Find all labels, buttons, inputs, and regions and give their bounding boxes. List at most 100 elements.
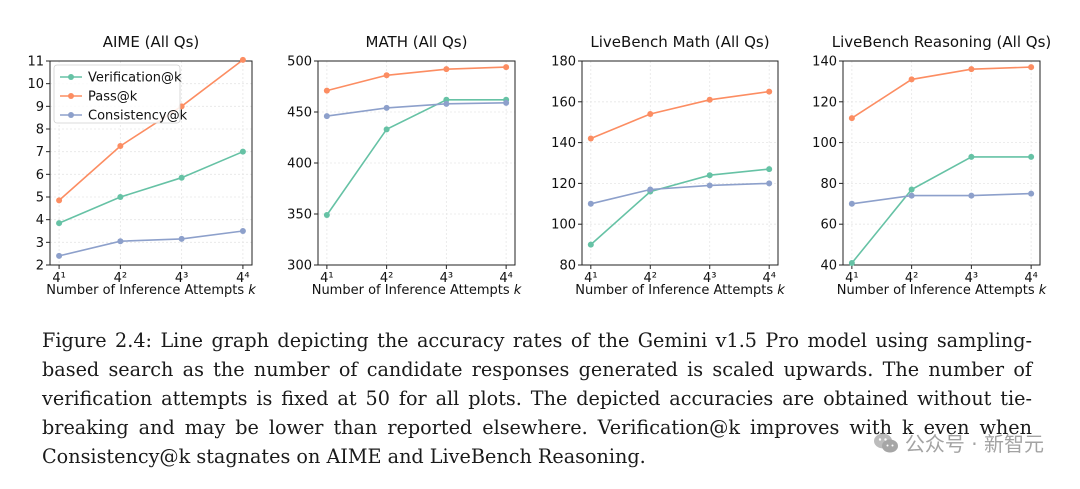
legend-entry: Pass@k <box>88 90 138 105</box>
data-point <box>383 72 390 79</box>
x-axis-label-var: k <box>777 283 785 298</box>
legend-entry: Consistency@k <box>88 109 188 124</box>
y-tick-label: 11 <box>27 55 44 70</box>
series-line-verification-at-k <box>851 156 1032 264</box>
series-line-consistency-at-k <box>590 182 770 205</box>
data-point <box>178 174 185 181</box>
data-point <box>323 212 330 219</box>
y-tick-label: 400 <box>287 157 312 172</box>
y-tick-label: 80 <box>559 259 576 274</box>
chart-panel-1: 2 3 4 5 6 7 8 9 10 11 4¹ 4² 4³ 4⁴ AIME (All Qs) Number … <box>27 33 256 298</box>
y-tick-label: 9 <box>36 100 44 115</box>
x-tick-label: 4¹ <box>52 271 65 286</box>
watermark: 公众号 · 新智元 <box>873 428 1044 457</box>
data-point <box>1028 153 1035 160</box>
series-line-pass-at-k <box>851 66 1032 119</box>
x-tick-label: 4⁴ <box>499 271 512 286</box>
x-axis-label-text: Number of Inference Attempts <box>837 283 1039 298</box>
data-point <box>1028 64 1035 71</box>
y-tick-label: 5 <box>36 191 44 206</box>
y-tick-label: 3 <box>36 236 44 251</box>
data-point <box>968 192 975 199</box>
x-tick-label: 4⁴ <box>1024 271 1037 286</box>
watermark-text: 公众号 · 新智元 <box>904 432 1044 456</box>
chart-panel-4: 40 60 80 100 120 140 4¹ 4² 4³ 4⁴ LiveBench Reasoni… <box>812 33 1051 298</box>
data-point <box>503 64 510 71</box>
x-axis-label-text: Number of Inference Attempts <box>575 283 777 298</box>
plot-frame <box>581 60 779 266</box>
y-tick-label: 350 <box>287 208 312 223</box>
series-line-verification-at-k <box>58 150 244 224</box>
series-line-pass-at-k <box>58 59 244 201</box>
data-point <box>968 66 975 73</box>
x-axis-label-text: Number of Inference Attempts <box>312 283 514 298</box>
data-point <box>239 228 246 234</box>
x-tick-label: 4³ <box>175 271 188 286</box>
legend-swatch-marker <box>68 93 74 99</box>
data-point <box>323 87 330 94</box>
y-tick-label: 100 <box>812 136 837 151</box>
x-tick-label: 4³ <box>703 271 716 286</box>
legend-swatch-marker <box>68 74 74 80</box>
y-tick-label: 10 <box>27 77 44 92</box>
data-point <box>647 186 654 193</box>
data-point <box>383 104 390 111</box>
y-tick-label: 2 <box>36 259 44 274</box>
data-point <box>706 96 713 103</box>
chart-title: LiveBench Reasoning (All Qs) <box>832 33 1052 51</box>
data-point <box>239 56 246 63</box>
y-tick-label: 100 <box>551 218 576 233</box>
wechat-icon <box>873 433 898 452</box>
data-point <box>766 166 773 173</box>
y-tick-label: 7 <box>36 145 44 160</box>
data-point <box>908 76 915 83</box>
x-tick-label: 4¹ <box>584 271 597 286</box>
y-tick-label: 8 <box>36 123 44 138</box>
data-point <box>587 241 594 248</box>
data-point <box>908 192 915 199</box>
chart-panel-2: 300 350 400 450 500 4¹ 4² 4³ 4⁴ MATH (All Qs) Numb… <box>287 33 522 298</box>
legend: Verification@k Pass@k Consistency@k <box>53 64 188 124</box>
legend-entry: Verification@k <box>88 71 182 86</box>
x-axis-label: Number of Inference Attempts k <box>46 283 256 298</box>
y-tick-label: 180 <box>551 55 576 70</box>
data-point <box>503 99 510 106</box>
data-point <box>117 238 124 245</box>
x-tick-label: 4¹ <box>320 271 333 286</box>
y-tick-label: 300 <box>287 259 312 274</box>
x-tick-label: 4² <box>380 271 393 286</box>
y-tick-label: 160 <box>551 95 576 110</box>
x-tick-label: 4² <box>905 271 918 286</box>
y-tick-label: 120 <box>551 177 576 192</box>
data-point <box>443 100 450 107</box>
x-axis-label-var: k <box>1039 283 1047 298</box>
y-tick-label: 80 <box>820 177 837 192</box>
data-point <box>117 194 124 200</box>
series-line-pass-at-k <box>590 90 770 140</box>
data-point <box>848 200 855 207</box>
chart-panel-3: 80 100 120 140 160 180 4¹ 4² 4³ 4⁴ LiveBench Math … <box>551 33 785 298</box>
x-tick-label: 4³ <box>440 271 453 286</box>
data-point <box>443 66 450 73</box>
data-point <box>56 252 63 259</box>
y-tick-label: 120 <box>812 95 837 110</box>
data-point <box>848 115 855 122</box>
data-point <box>587 135 594 142</box>
charts-figure: 2 3 4 5 6 7 8 9 10 11 4¹ 4² 4³ 4⁴ AIME (All Qs) Number … <box>27 33 1051 298</box>
x-axis-label: Number of Inference Attempts k <box>312 283 522 298</box>
y-tick-label: 450 <box>287 106 312 121</box>
y-tick-label: 4 <box>36 213 44 228</box>
x-axis-label-var: k <box>514 283 522 298</box>
x-tick-label: 4³ <box>965 271 978 286</box>
x-axis-label-text: Number of Inference Attempts <box>46 283 248 298</box>
data-point <box>647 111 654 118</box>
x-axis-label: Number of Inference Attempts k <box>575 283 785 298</box>
x-axis-label: Number of Inference Attempts k <box>837 283 1047 298</box>
data-point <box>383 126 390 133</box>
x-tick-label: 4¹ <box>845 271 858 286</box>
chart-title: AIME (All Qs) <box>103 33 200 51</box>
series-line-verification-at-k <box>326 99 507 216</box>
data-point <box>239 148 246 155</box>
series-line-verification-at-k <box>590 168 770 246</box>
data-point <box>766 88 773 95</box>
